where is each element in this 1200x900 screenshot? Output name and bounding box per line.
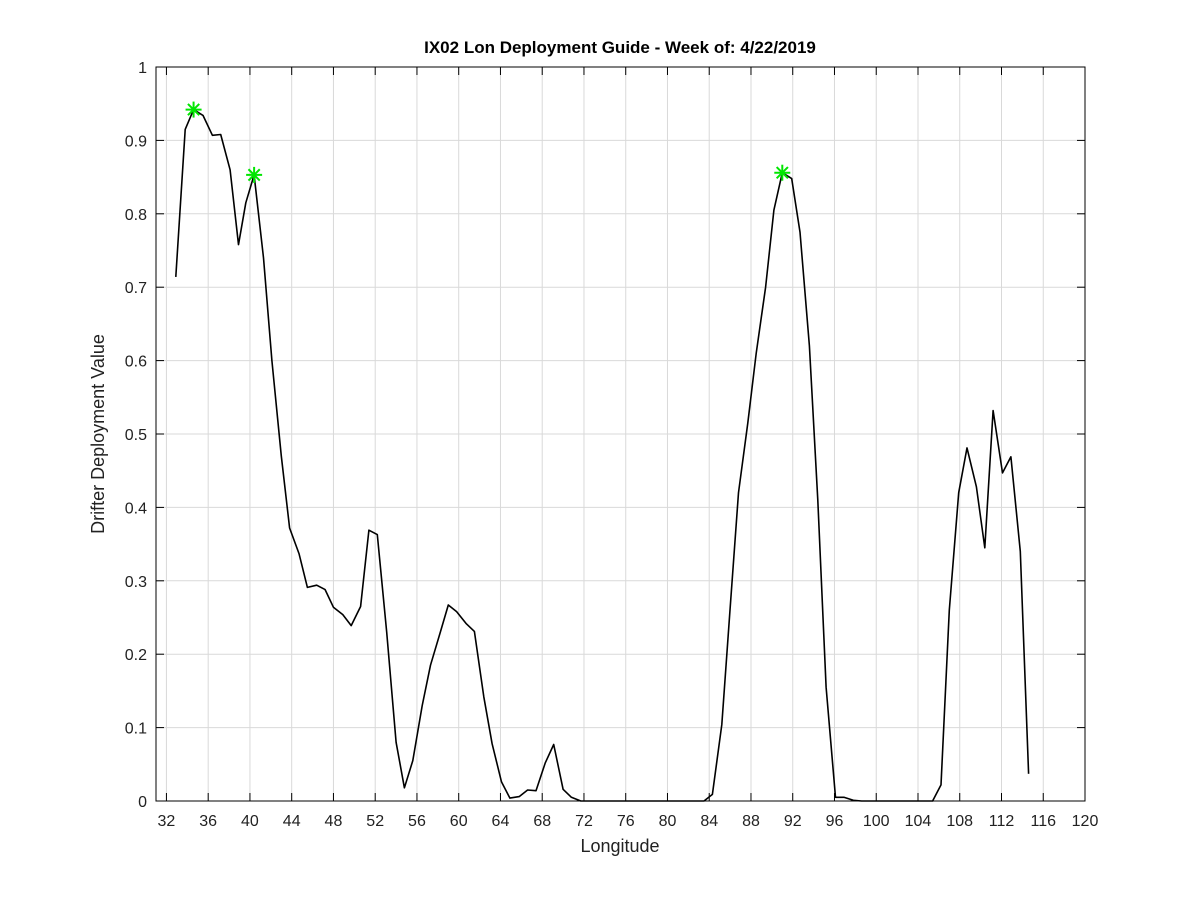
- x-tick-label: 52: [366, 813, 384, 830]
- peak-marker: [246, 166, 263, 183]
- y-axis-label: Drifter Deployment Value: [88, 334, 108, 534]
- y-axis: 0 0.1 0.2 0.3 0.4 0.5 0.6 0.7 0.8 0.9 1: [125, 60, 147, 811]
- peak-marker: [774, 164, 791, 181]
- x-tick-label: 108: [946, 813, 973, 830]
- x-tick-label: 80: [659, 813, 677, 830]
- y-tick-label: 0.1: [125, 721, 147, 738]
- x-tick-label: 40: [241, 813, 259, 830]
- x-axis-label: Longitude: [580, 836, 659, 856]
- chart-title: IX02 Lon Deployment Guide - Week of: 4/2…: [424, 38, 816, 57]
- x-tick-label: 112: [989, 813, 1015, 830]
- x-tick-label: 64: [492, 813, 510, 830]
- x-tick-label: 68: [533, 813, 551, 830]
- y-tick-label: 0.3: [125, 574, 147, 591]
- x-tick-label: 44: [283, 813, 301, 830]
- y-tick-label: 0.6: [125, 354, 147, 371]
- series-line: [175, 108, 1030, 802]
- x-tick-label: 88: [742, 813, 760, 830]
- axis-ticks: [156, 66, 1086, 802]
- x-tick-label: 72: [575, 813, 593, 830]
- y-tick-label: 1: [138, 60, 147, 77]
- series-group: [175, 108, 1030, 802]
- x-tick-label: 60: [450, 813, 468, 830]
- y-tick-label: 0.9: [125, 133, 147, 150]
- x-tick-label: 84: [700, 813, 718, 830]
- x-tick-label: 48: [325, 813, 343, 830]
- x-tick-label: 36: [199, 813, 217, 830]
- y-tick-label: 0.2: [125, 647, 147, 664]
- y-tick-label: 0.7: [125, 280, 147, 297]
- y-tick-label: 0.8: [125, 207, 147, 224]
- x-tick-label: 116: [1030, 813, 1056, 830]
- x-tick-label: 120: [1072, 813, 1099, 830]
- x-tick-label: 56: [408, 813, 426, 830]
- peak-markers: [185, 101, 791, 183]
- x-tick-label: 100: [863, 813, 890, 830]
- y-tick-label: 0.5: [125, 427, 147, 444]
- x-tick-label: 92: [784, 813, 802, 830]
- x-tick-label: 32: [158, 813, 176, 830]
- x-tick-label: 96: [826, 813, 844, 830]
- x-tick-label: 76: [617, 813, 635, 830]
- x-tick-label: 104: [905, 813, 932, 830]
- y-tick-label: 0.4: [125, 500, 147, 517]
- y-tick-label: 0: [138, 794, 147, 811]
- x-axis: 32 36 40 44 48 52 56 60 64 68 72 76 80 84 88 92 96 100 104…: [158, 813, 1099, 830]
- peak-marker: [185, 101, 202, 118]
